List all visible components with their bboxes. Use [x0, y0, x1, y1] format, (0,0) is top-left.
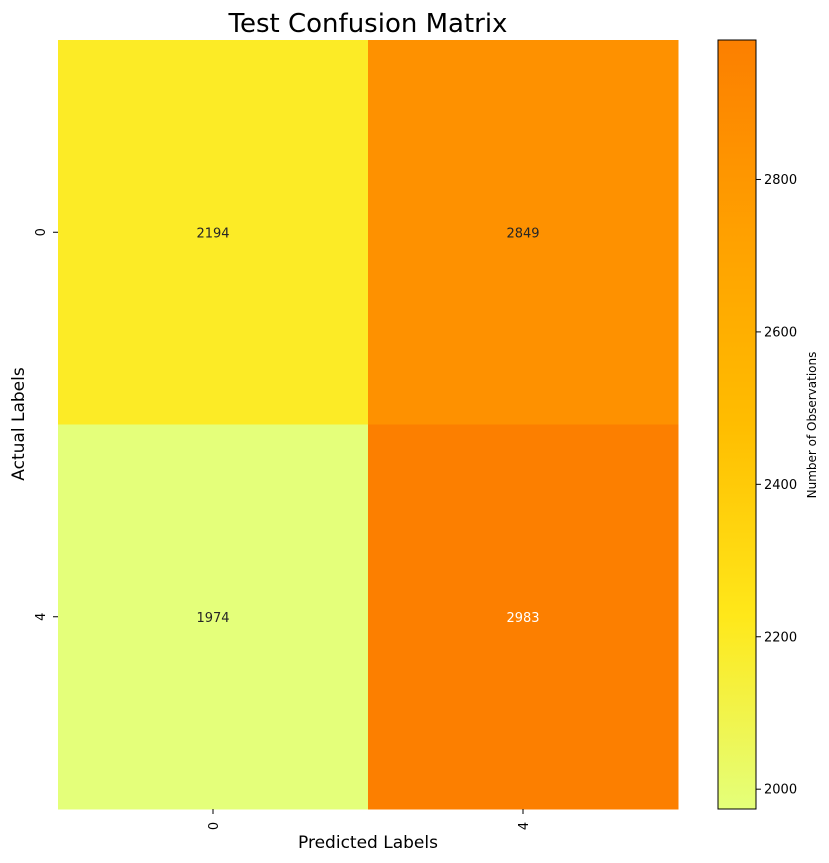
cell-value-label: 1974 — [196, 611, 229, 626]
colorbar-tick-label: 2800 — [764, 173, 797, 188]
colorbar: 2000 2200 2400 2600 2800 — [717, 39, 797, 810]
heatmap-cells: 2194 2849 1974 2983 — [58, 40, 679, 810]
y-axis-label: Actual Labels — [9, 367, 29, 481]
colorbar-tick-label: 2200 — [764, 630, 797, 645]
x-axis-label: Predicted Labels — [298, 833, 438, 853]
colorbar-tick-label: 2600 — [764, 325, 797, 340]
y-tick-label: 0 — [34, 228, 49, 236]
heatmap-cell — [368, 424, 679, 810]
cell-value-label: 2983 — [506, 611, 539, 626]
heatmap-cell — [368, 40, 679, 425]
colorbar-label: Number of Observations — [805, 352, 819, 499]
cell-value-label: 2194 — [196, 226, 229, 241]
y-tick-label: 4 — [34, 613, 49, 621]
colorbar-tick-label: 2000 — [764, 783, 797, 798]
x-tick-label: 0 — [207, 822, 222, 830]
chart-title: Test Confusion Matrix — [228, 9, 508, 39]
heatmap-cell — [58, 40, 369, 425]
heatmap-cell — [58, 424, 369, 810]
colorbar-gradient — [717, 39, 757, 810]
y-axis: 04 — [34, 228, 58, 621]
x-tick-label: 4 — [517, 822, 532, 830]
cell-value-label: 2849 — [506, 226, 539, 241]
colorbar-tick-label: 2400 — [764, 478, 797, 493]
